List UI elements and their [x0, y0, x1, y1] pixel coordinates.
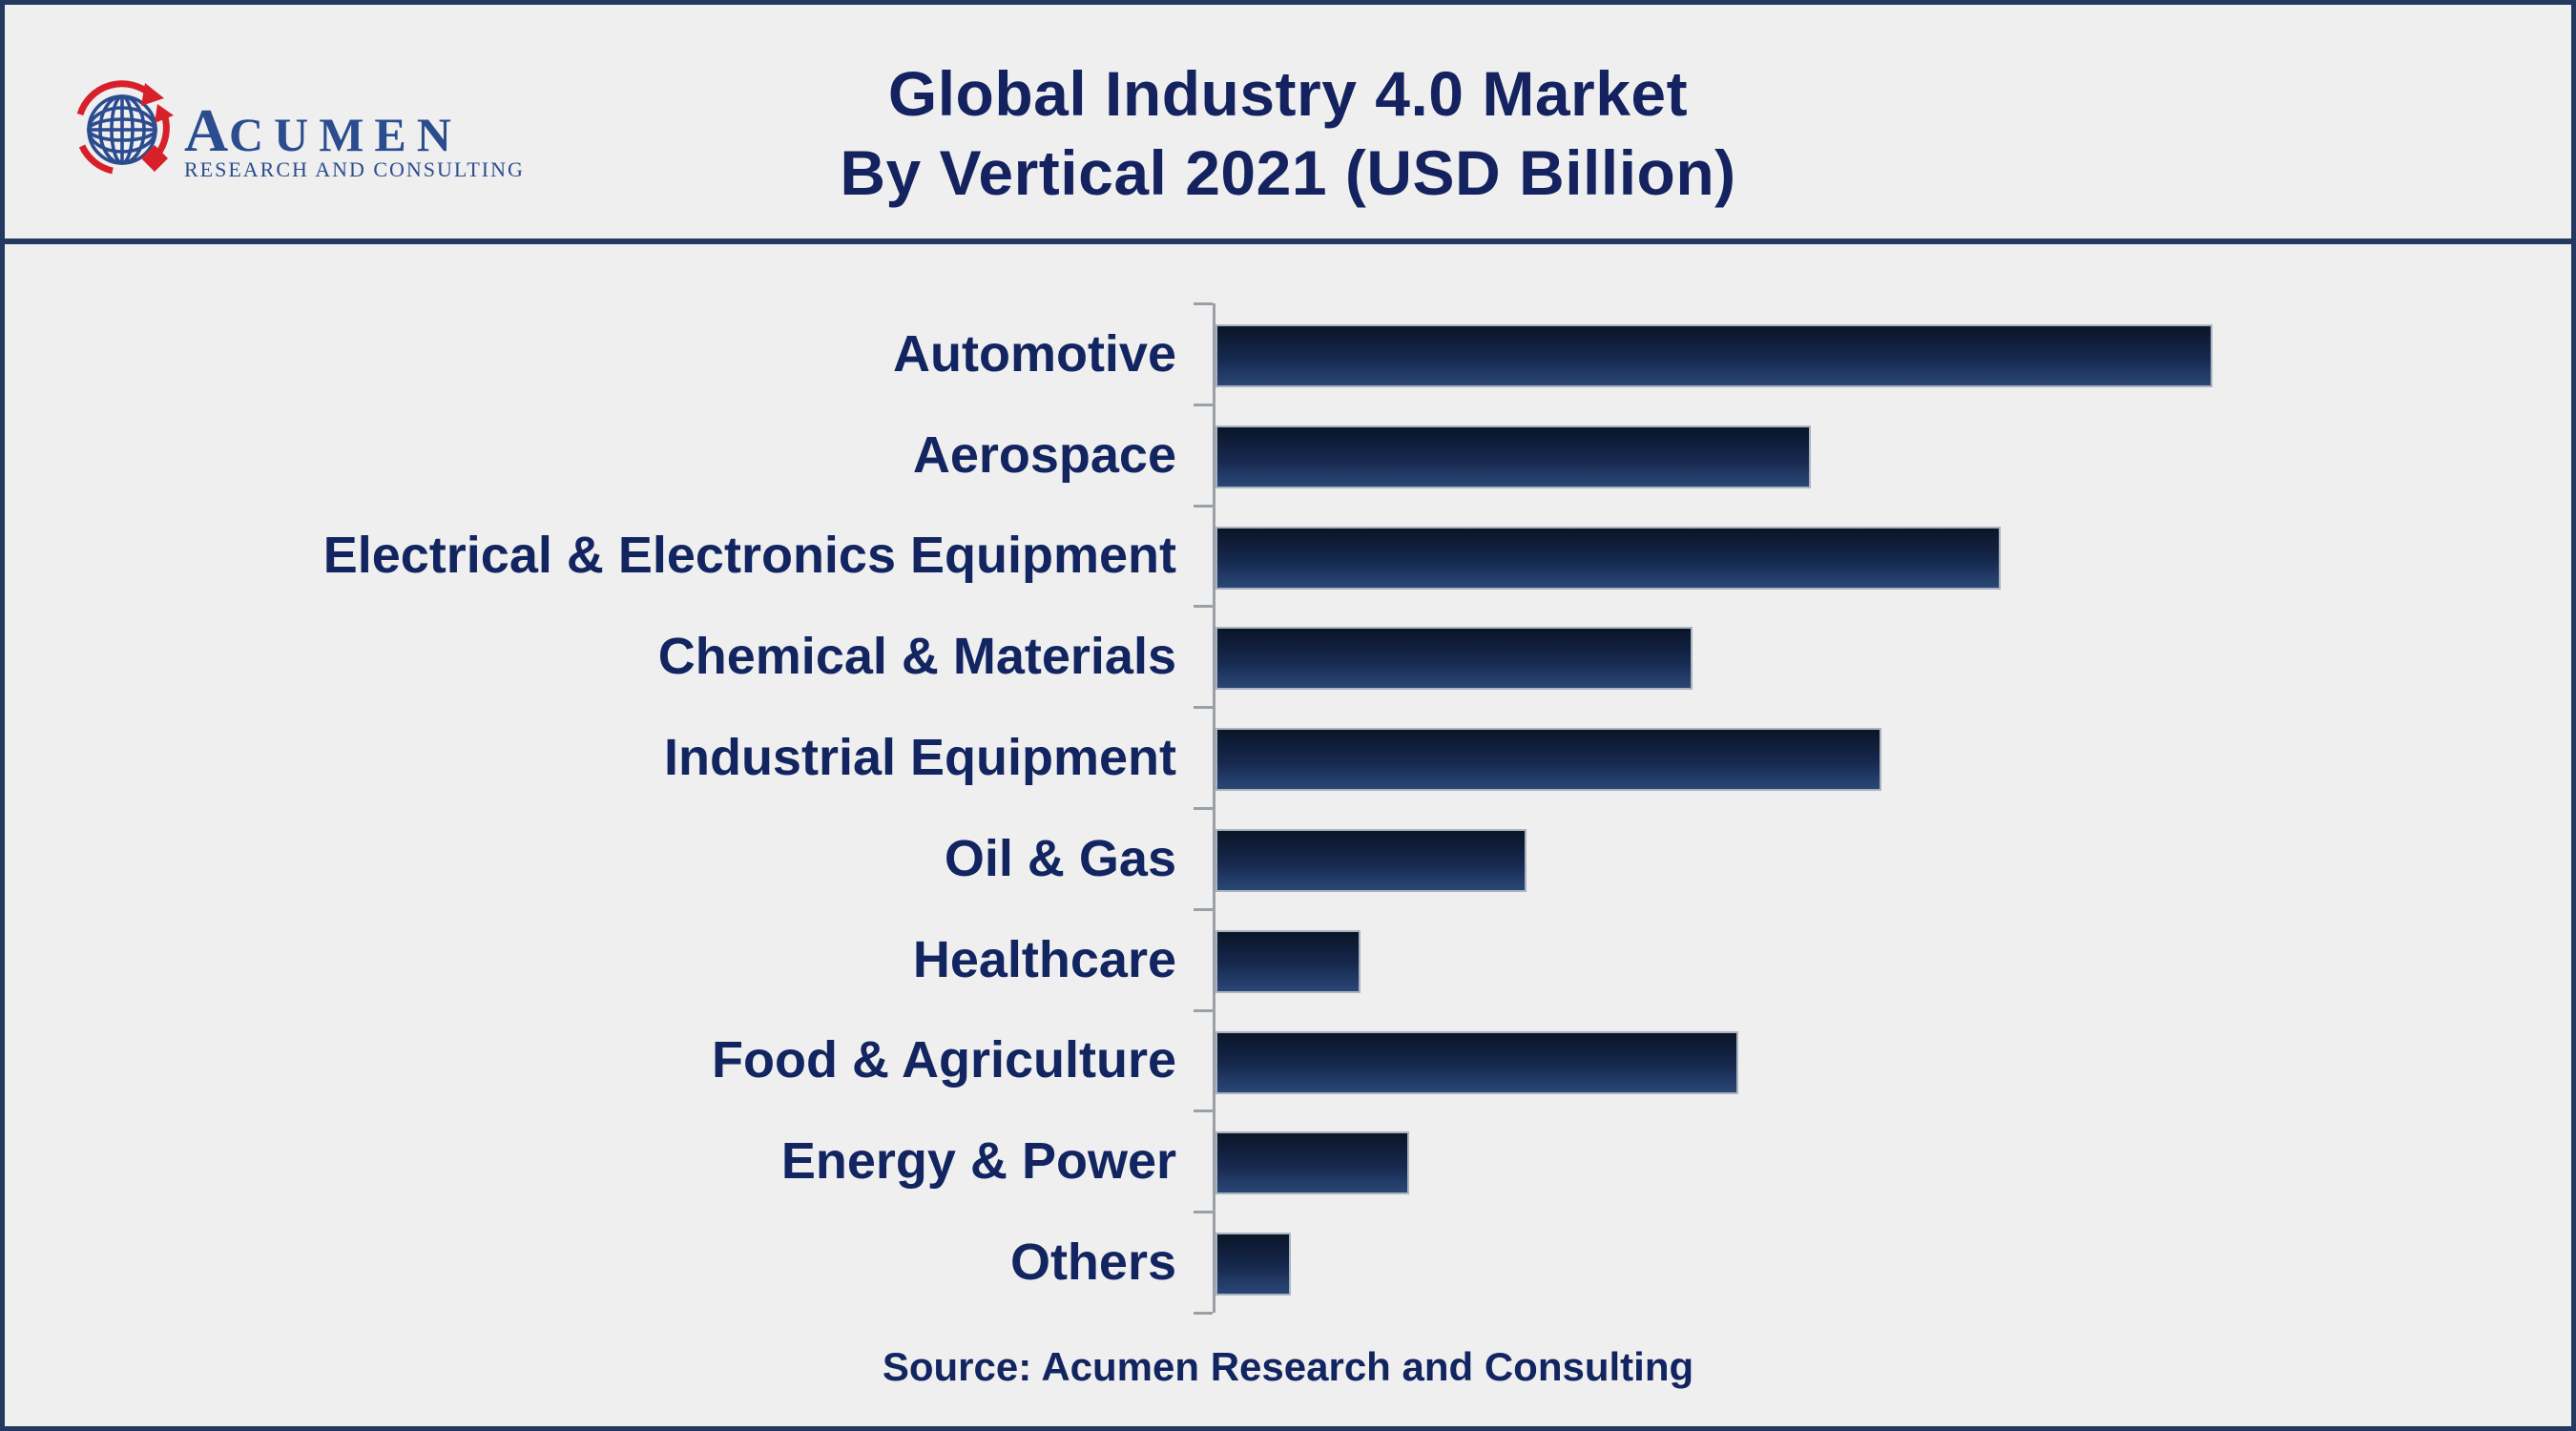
bar	[1215, 1030, 1738, 1094]
axis-tick	[1194, 302, 1213, 305]
axis-tick	[1194, 908, 1213, 911]
category-label: Others	[1009, 1234, 1176, 1292]
logo-brand-initial: A	[184, 96, 228, 164]
category-label: Healthcare	[912, 930, 1176, 988]
axis-tick	[1194, 1110, 1213, 1112]
bar	[1215, 627, 1693, 691]
axis-tick	[1194, 605, 1213, 608]
bar	[1215, 829, 1527, 892]
logo-tagline: RESEARCH AND CONSULTING	[184, 157, 525, 181]
bar	[1215, 1131, 1409, 1195]
category-label: Automotive	[893, 324, 1176, 383]
category-label: Oil & Gas	[944, 829, 1176, 887]
source-note: Source: Acumen Research and Consulting	[882, 1344, 1694, 1389]
header: A CUMEN RESEARCH AND CONSULTING Global I…	[5, 5, 2571, 238]
category-label: Electrical & Electronics Equipment	[322, 527, 1176, 585]
logo-red-arrowheads	[141, 83, 174, 123]
logo-brand-text: CUMEN	[229, 108, 462, 161]
axis-tick	[1194, 404, 1213, 406]
bar-chart: Automotive Aerospace Electrical & Electron…	[5, 5, 2571, 1426]
y-axis-line	[1213, 303, 1215, 1313]
axis-tick	[1194, 706, 1213, 709]
category-label: Chemical & Materials	[657, 628, 1176, 686]
bar	[1215, 728, 1881, 792]
category-label: Industrial Equipment	[663, 729, 1176, 787]
category-label: Food & Agriculture	[712, 1031, 1176, 1089]
bar	[1215, 425, 1811, 488]
globe-icon	[87, 94, 157, 165]
acumen-logo: A CUMEN RESEARCH AND CONSULTING	[76, 80, 525, 181]
logo-red-diamond-icon	[141, 145, 168, 172]
chart-title-line1: Global Industry 4.0 Market	[887, 58, 1689, 129]
axis-tick	[1194, 505, 1213, 508]
axis-tick	[1194, 1211, 1213, 1213]
bar	[1215, 1233, 1291, 1296]
axis-tick	[1194, 807, 1213, 810]
chart-title-line2: By Vertical 2021 (USD Billion)	[840, 136, 1736, 208]
axis-tick	[1194, 1312, 1213, 1315]
axis-tick	[1194, 1009, 1213, 1012]
chart-title: Global Industry 4.0 Market By Vertical 2…	[5, 54, 2571, 212]
category-label: Energy & Power	[780, 1132, 1176, 1191]
bar	[1215, 929, 1361, 993]
bar	[1215, 526, 2001, 590]
category-label: Aerospace	[912, 425, 1176, 484]
header-separator	[5, 238, 2571, 244]
bar	[1215, 324, 2212, 387]
